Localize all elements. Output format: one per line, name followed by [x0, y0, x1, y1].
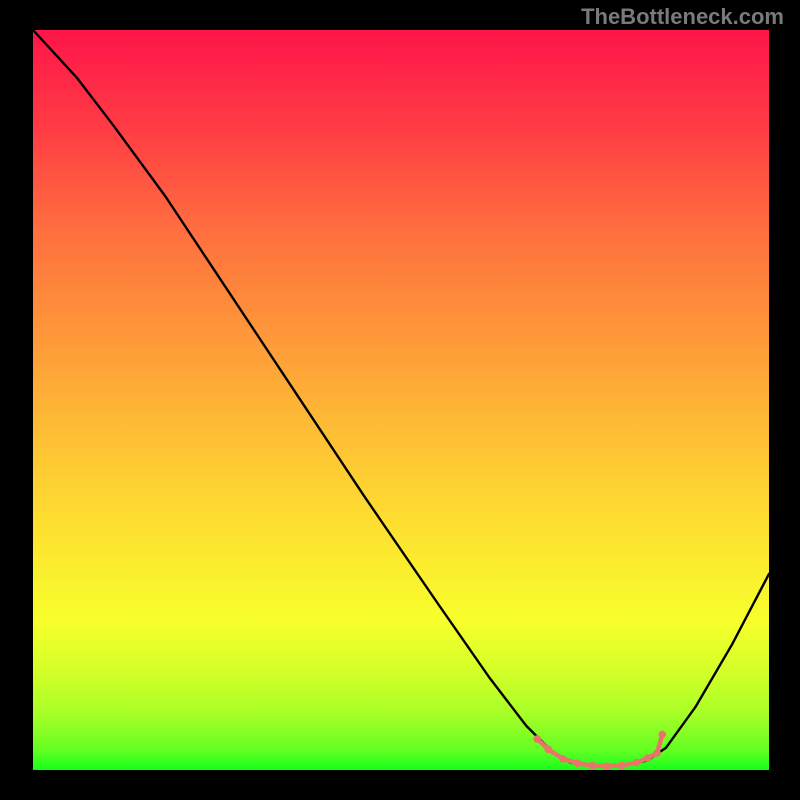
optimal-range-marker: [603, 763, 611, 771]
optimal-range-marker: [544, 745, 552, 753]
optimal-range-marker: [658, 731, 666, 739]
optimal-range-marker: [618, 762, 626, 770]
plot-area: [33, 30, 769, 770]
optimal-range-marker: [559, 755, 567, 763]
chart-container: { "watermark": { "text": "TheBottleneck.…: [0, 0, 800, 800]
optimal-range-marker: [644, 754, 652, 762]
watermark-text: TheBottleneck.com: [581, 4, 784, 30]
optimal-range-line: [537, 734, 662, 766]
optimal-range-marker: [633, 759, 641, 767]
optimal-range-marker: [589, 762, 597, 770]
bottleneck-curve: [33, 30, 769, 766]
optimal-range-marker: [574, 760, 582, 768]
chart-svg: [33, 30, 769, 770]
optimal-range-marker: [533, 735, 541, 743]
optimal-range-marker: [653, 749, 661, 757]
